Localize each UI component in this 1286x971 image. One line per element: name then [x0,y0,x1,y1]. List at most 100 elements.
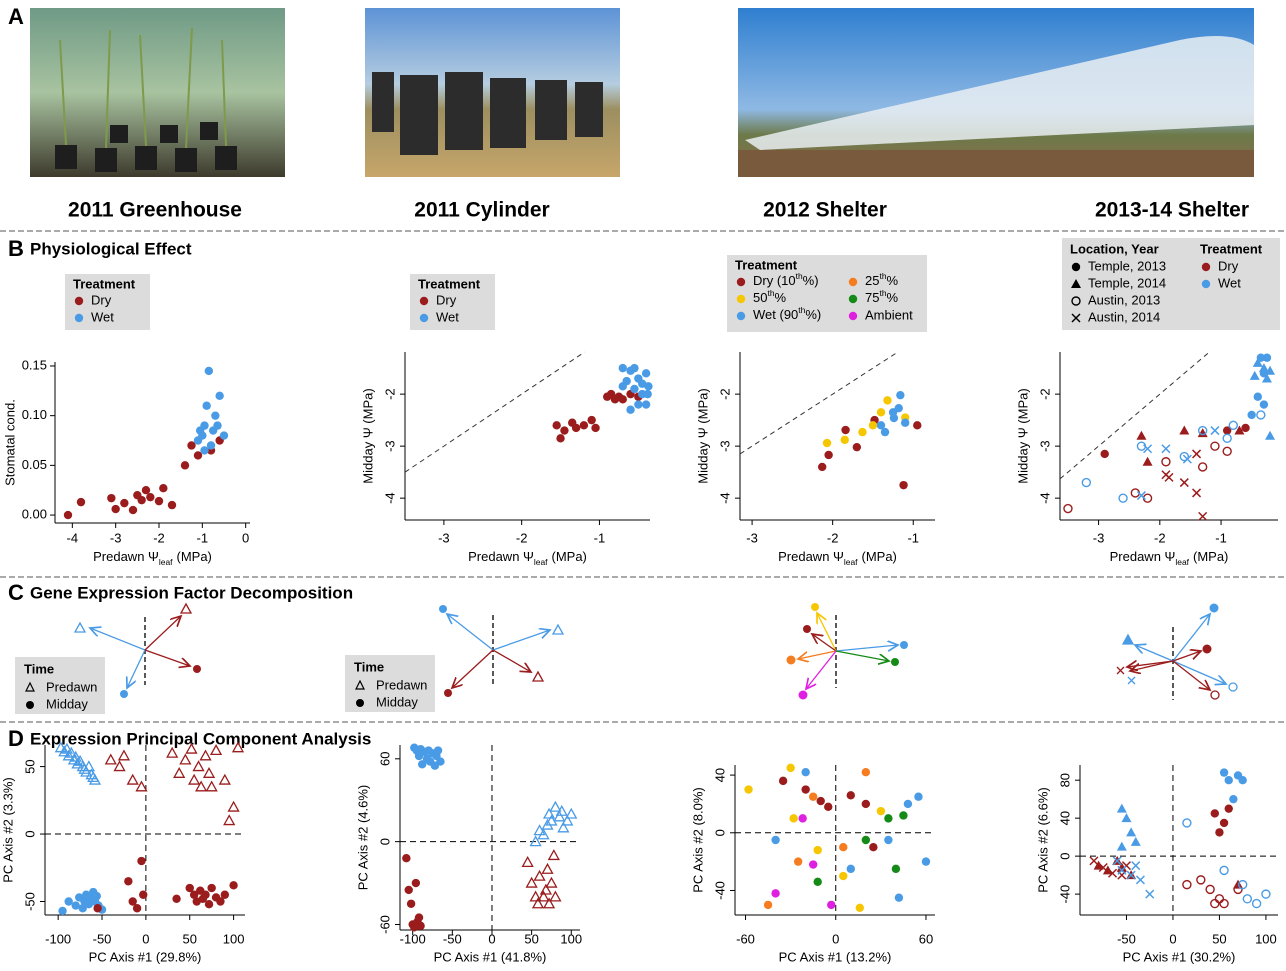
data-point [542,864,552,873]
data-point [824,451,832,459]
y-tick-label: -3 [382,440,397,452]
x-tick-label: -1 [1215,530,1227,545]
data-point [913,421,921,429]
legend-title: Location, Year [1070,241,1159,256]
legend-marker [356,699,364,707]
legend-label: Wet [1218,275,1241,290]
data-point [869,421,877,429]
data-point [853,443,861,451]
x-tick-label: 0 [142,931,149,946]
x-axis-label: Predawn Ψleaf(MPa) [1110,549,1229,567]
data-point [221,891,229,899]
data-point [801,768,809,776]
x-tick-label: 60 [919,931,933,946]
data-point [205,900,213,908]
y-tick-label: 40 [1057,811,1072,825]
legend-label-part: Dry (10 [753,273,796,288]
data-point [202,402,210,410]
data-point [1223,447,1231,455]
data-point [205,367,213,375]
data-point [1220,900,1228,908]
y-tick-label: 0.00 [22,506,47,521]
data-point [1262,890,1270,898]
x-tick-label: 100 [1255,931,1277,946]
data-point [1211,900,1219,908]
data-point [139,891,147,899]
y-axis-label: PC Axis #2 (6.6%) [1035,787,1050,893]
y-tick-label: -4 [1037,492,1052,504]
data-point [1243,895,1251,903]
y-tick-label: -2 [1037,388,1052,400]
data-point [1229,795,1237,803]
data-point [1193,450,1201,458]
data-point [142,486,150,494]
data-point [779,777,787,785]
data-point [1265,431,1275,440]
x-tick-label: -1 [594,530,606,545]
data-point [823,439,831,447]
data-point [789,814,797,822]
x-tick-label: 100 [560,931,582,946]
data-point [207,782,217,791]
x-tick-label: -100 [400,931,426,946]
legend-marker [737,312,745,320]
data-point [201,751,211,760]
y-tick-label: 0.05 [22,457,47,472]
column-title: 2011 Cylinder [414,199,549,222]
data-point [220,431,228,439]
data-point [889,408,897,416]
data-point [552,421,560,429]
data-point [744,785,752,793]
legend-label: Wet [91,309,114,324]
data-point [630,364,638,372]
data-point [1179,426,1189,435]
x-axis-label-part: Predawn Ψ [1110,549,1176,564]
data-point [801,785,809,793]
legend-label: Dry [436,292,457,307]
legend-label: Wet [436,309,459,324]
data-point [862,800,870,808]
data-point [93,892,101,900]
data-point [215,392,223,400]
legend-label-part: 50 [753,290,767,305]
data-point [883,396,891,404]
data-point [895,893,903,901]
data-point [896,391,904,399]
data-point [1136,876,1144,884]
y-tick-label: -3 [717,440,732,452]
data-point [1132,862,1140,870]
x-axis-label-part: (MPa) [1193,549,1228,564]
y-tick-label: -60 [377,915,392,934]
factor-diagram [75,603,1237,700]
legend-label: Dry [1218,258,1239,273]
x-axis-label: PC Axis #1 (30.2%) [1123,949,1236,964]
y-tick-label: -4 [717,492,732,504]
data-point [200,446,208,454]
y-tick-label: 50 [22,759,37,773]
legend-title: Treatment [73,276,136,291]
x-tick-label: -2 [153,530,165,545]
y-tick-label: -40 [1057,885,1072,904]
data-point [626,406,634,414]
legend-label: Ambient [865,307,913,322]
data-point [402,854,410,862]
data-point [415,913,423,921]
data-point [137,857,145,865]
data-point [1250,371,1260,380]
x-axis-label: PC Axis #1 (41.8%) [434,949,547,964]
data-point [120,499,128,507]
data-point [196,782,206,791]
x-tick-label: 50 [183,931,197,946]
x-axis-label: PC Axis #1 (29.8%) [89,949,202,964]
x-axis-label-part: leaf [844,557,858,567]
x-axis-label-part: (MPa) [177,549,212,564]
x-tick-label: 0 [488,931,495,946]
data-point [904,800,912,808]
x-axis-label: Predawn Ψleaf(MPa) [93,549,212,567]
data-point [1260,400,1268,408]
data-point [862,836,870,844]
x-tick-label: -1 [907,530,919,545]
legend-label: Dry (10th%) [753,271,819,288]
data-point [1165,473,1173,481]
data-point [560,426,568,434]
